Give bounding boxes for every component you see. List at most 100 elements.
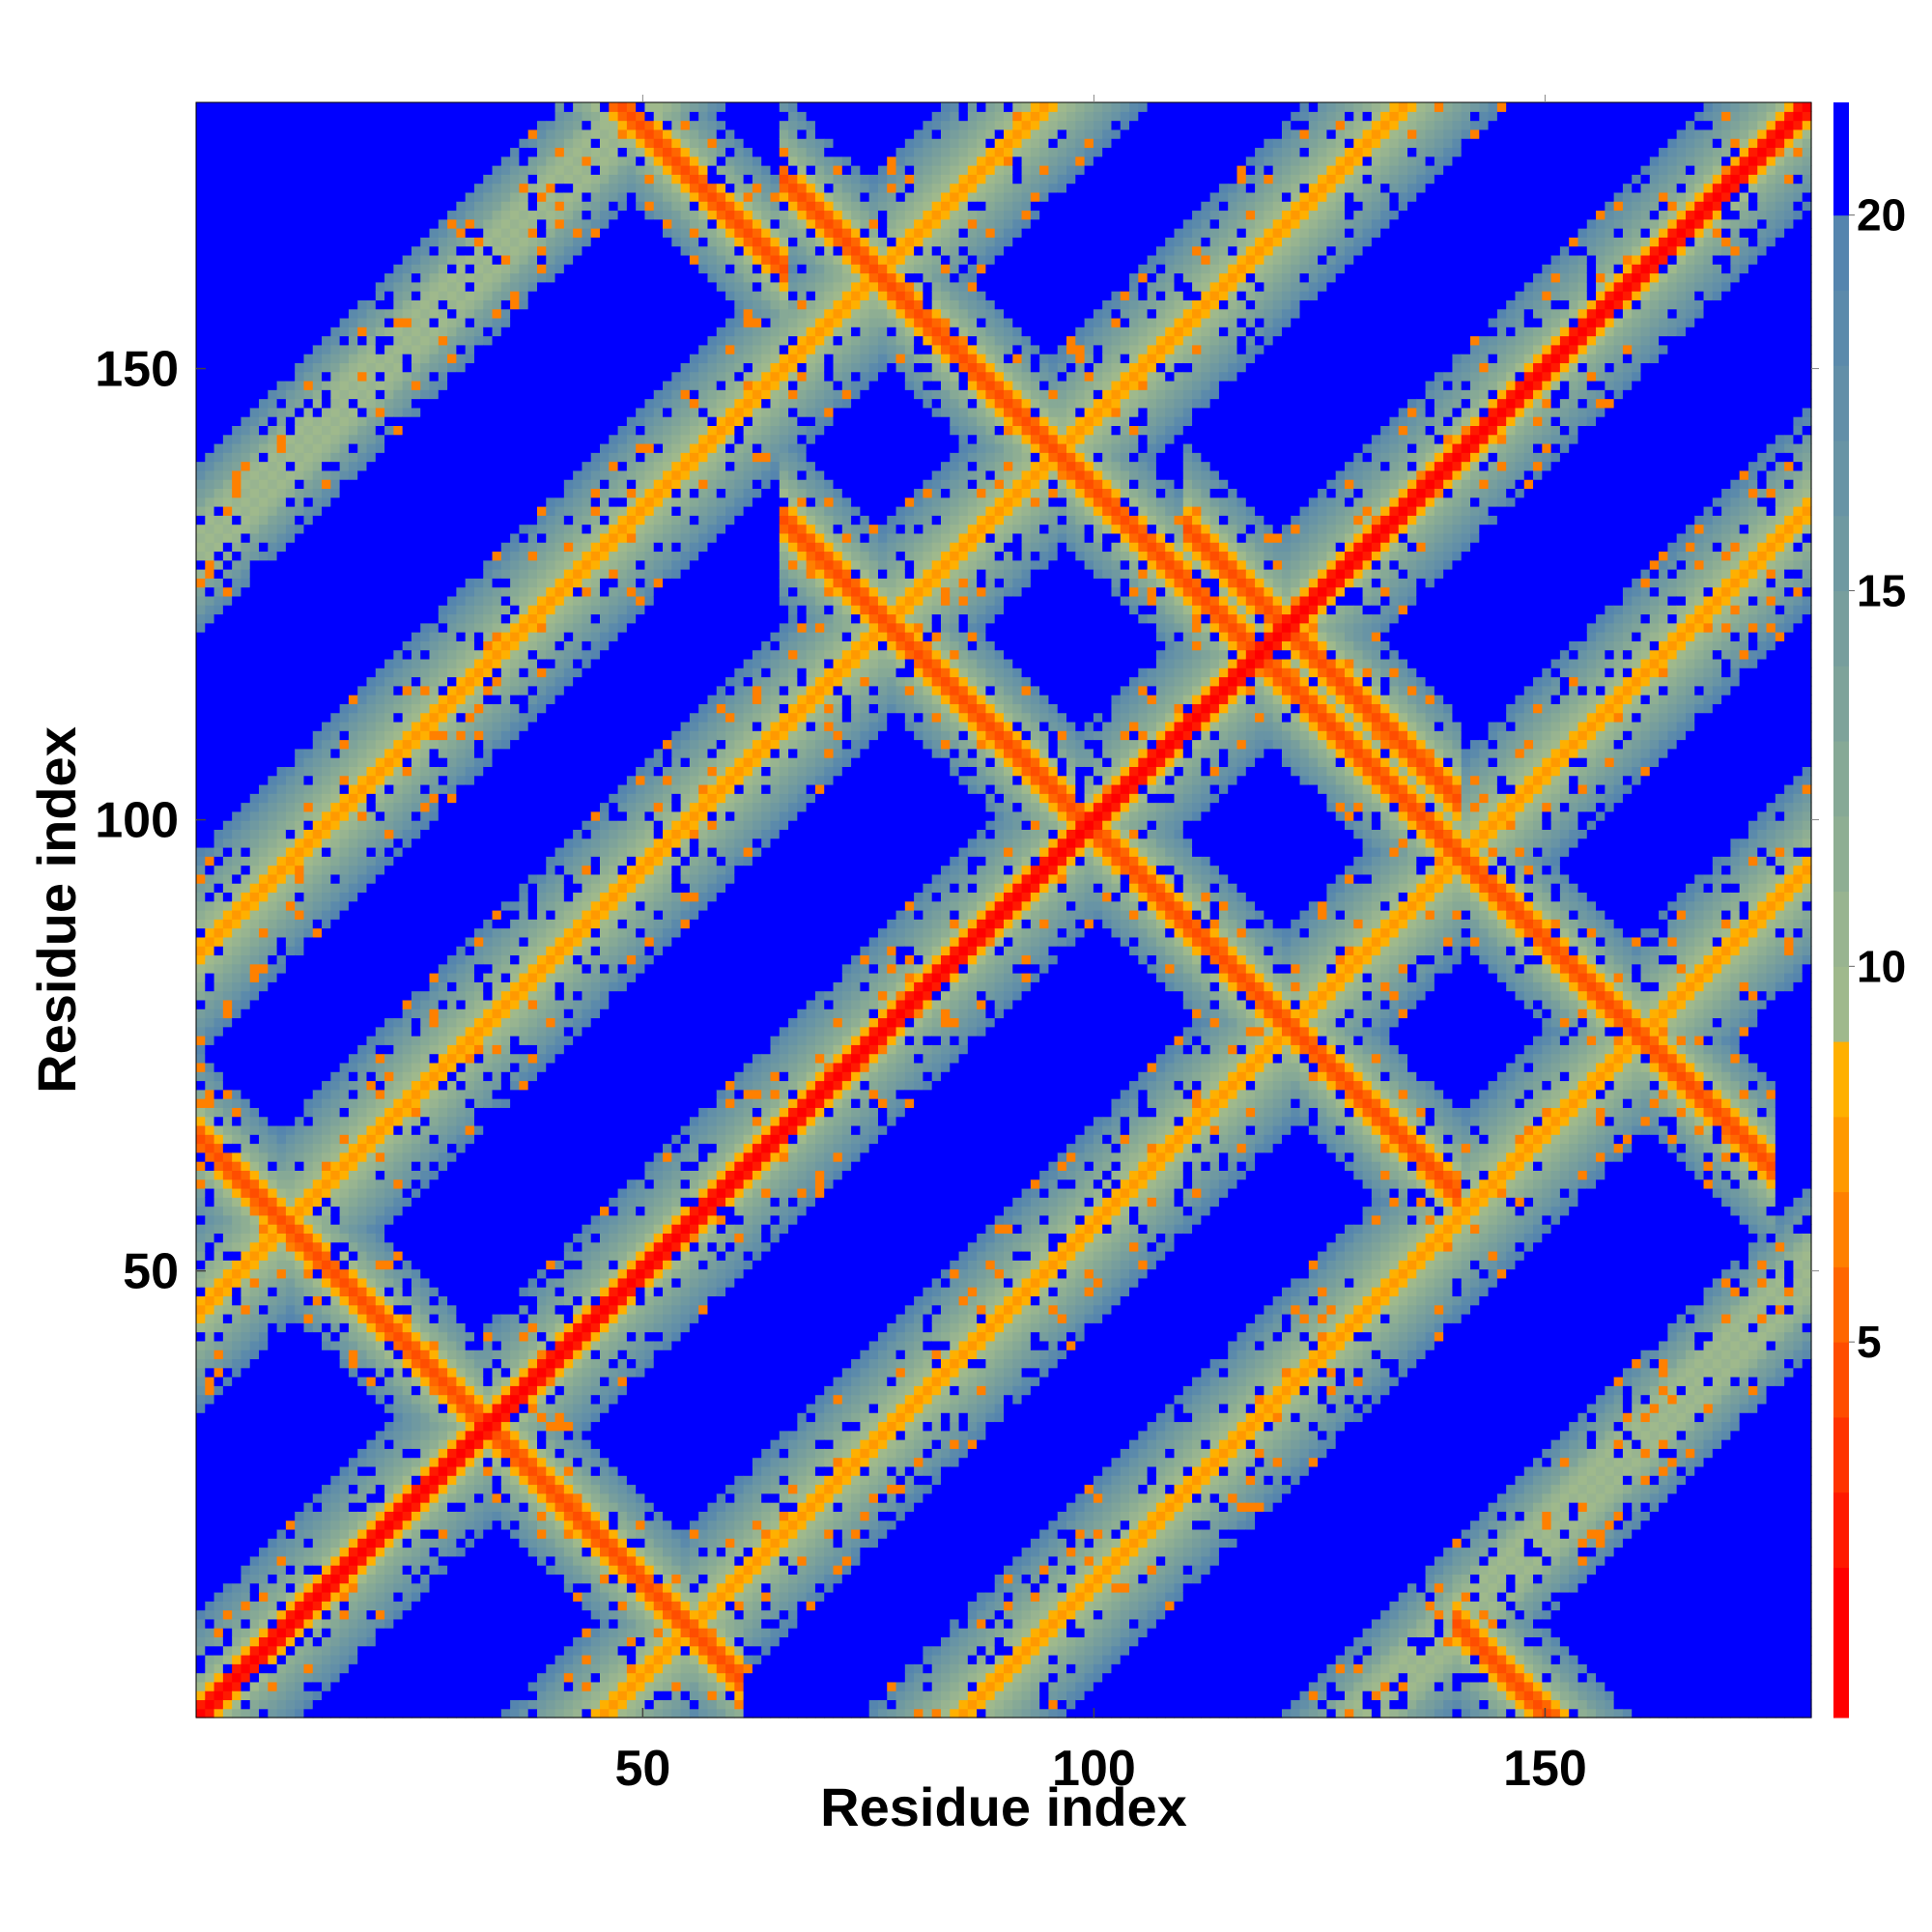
heatmap-cell	[330, 461, 341, 471]
heatmap-cell	[384, 1322, 394, 1333]
heatmap-cell	[420, 910, 431, 920]
heatmap-cell	[357, 973, 368, 982]
heatmap-cell	[357, 695, 368, 704]
heatmap-cell	[241, 936, 251, 947]
heatmap-cell	[322, 1547, 331, 1557]
heatmap-cell	[384, 865, 394, 875]
heatmap-cell	[205, 739, 215, 750]
heatmap-cell	[241, 1591, 251, 1602]
heatmap-cell	[348, 362, 358, 373]
heatmap-cell	[402, 1502, 412, 1512]
heatmap-cell	[384, 1009, 394, 1019]
heatmap-cell	[420, 981, 431, 992]
heatmap-cell	[375, 1574, 385, 1584]
heatmap-cell	[259, 201, 269, 212]
heatmap-cell	[393, 425, 404, 436]
heatmap-cell	[366, 649, 377, 660]
heatmap-cell	[295, 757, 305, 767]
heatmap-cell	[312, 605, 323, 615]
heatmap-cell	[393, 919, 404, 929]
heatmap-cell	[375, 1107, 385, 1118]
heatmap-cell	[384, 1448, 394, 1459]
heatmap-cell	[249, 739, 260, 750]
heatmap-cell	[429, 138, 440, 149]
heatmap-cell	[285, 712, 296, 723]
heatmap-cell	[205, 469, 215, 480]
heatmap-cell	[348, 1026, 358, 1037]
heatmap-cell	[402, 532, 412, 543]
heatmap-cell	[429, 1044, 440, 1055]
heatmap-cell	[330, 1044, 341, 1055]
heatmap-cell	[322, 102, 331, 112]
heatmap-cell	[330, 883, 341, 894]
heatmap-cell	[196, 156, 206, 166]
heatmap-cell	[322, 1528, 331, 1539]
heatmap-cell	[366, 1448, 377, 1459]
heatmap-cell	[348, 1394, 358, 1405]
heatmap-cell	[241, 910, 251, 920]
heatmap-cell	[429, 1350, 440, 1360]
heatmap-cell	[411, 1681, 421, 1691]
heatmap-cell	[438, 1287, 448, 1297]
heatmap-cell	[295, 1609, 305, 1620]
heatmap-cell	[393, 739, 404, 750]
heatmap-cell	[222, 936, 233, 947]
heatmap-cell	[276, 721, 287, 731]
heatmap-cell	[322, 730, 331, 741]
heatmap-cell	[205, 1636, 215, 1647]
heatmap-cell	[322, 1036, 331, 1045]
heatmap-cell	[276, 1367, 287, 1378]
heatmap-cell	[393, 873, 404, 884]
heatmap-cell	[276, 327, 287, 337]
heatmap-cell	[295, 1340, 305, 1350]
heatmap-cell	[312, 1233, 323, 1243]
heatmap-cell	[196, 1484, 206, 1494]
heatmap-cell	[196, 873, 206, 884]
heatmap-cell	[241, 1350, 251, 1360]
heatmap-cell	[295, 362, 305, 373]
heatmap-cell	[330, 1609, 341, 1620]
heatmap-cell	[402, 156, 412, 166]
heatmap-cell	[375, 1690, 385, 1701]
heatmap-cell	[268, 327, 278, 337]
heatmap-cell	[339, 245, 350, 256]
heatmap-cell	[241, 1547, 251, 1557]
heatmap-cell	[205, 1367, 215, 1378]
heatmap-cell	[259, 317, 269, 327]
heatmap-cell	[348, 1699, 358, 1710]
heatmap-cell	[339, 946, 350, 956]
heatmap-cell	[357, 1538, 368, 1548]
heatmap-cell	[420, 1492, 431, 1503]
heatmap-cell	[339, 1062, 350, 1072]
heatmap-cell	[196, 569, 206, 579]
heatmap-cell	[222, 1520, 233, 1530]
heatmap-cell	[339, 658, 350, 668]
heatmap-cell	[295, 291, 305, 300]
heatmap-cell	[322, 1708, 331, 1719]
heatmap-cell	[330, 1224, 341, 1234]
heatmap-cell	[303, 1663, 314, 1674]
heatmap-cell	[438, 810, 448, 821]
heatmap-cell	[339, 156, 350, 166]
heatmap-cell	[330, 919, 341, 929]
heatmap-cell	[429, 1206, 440, 1216]
heatmap-cell	[348, 586, 358, 597]
heatmap-cell	[222, 1672, 233, 1683]
heatmap-cell	[384, 1197, 394, 1208]
heatmap-cell	[339, 829, 350, 839]
heatmap-cell	[384, 1528, 394, 1539]
heatmap-cell	[295, 1206, 305, 1216]
heatmap-cell	[348, 1645, 358, 1656]
heatmap-cell	[205, 990, 215, 1001]
heatmap-cell	[438, 1591, 448, 1602]
heatmap-cell	[393, 111, 404, 122]
heatmap-cell	[384, 1214, 394, 1225]
heatmap-cell	[205, 1241, 215, 1252]
heatmap-cell	[268, 461, 278, 471]
heatmap-cell	[393, 1448, 404, 1459]
heatmap-cell	[249, 1492, 260, 1503]
heatmap-cell	[429, 542, 440, 553]
heatmap-cell	[249, 1053, 260, 1064]
heatmap-cell	[213, 1358, 224, 1369]
heatmap-cell	[285, 1062, 296, 1072]
